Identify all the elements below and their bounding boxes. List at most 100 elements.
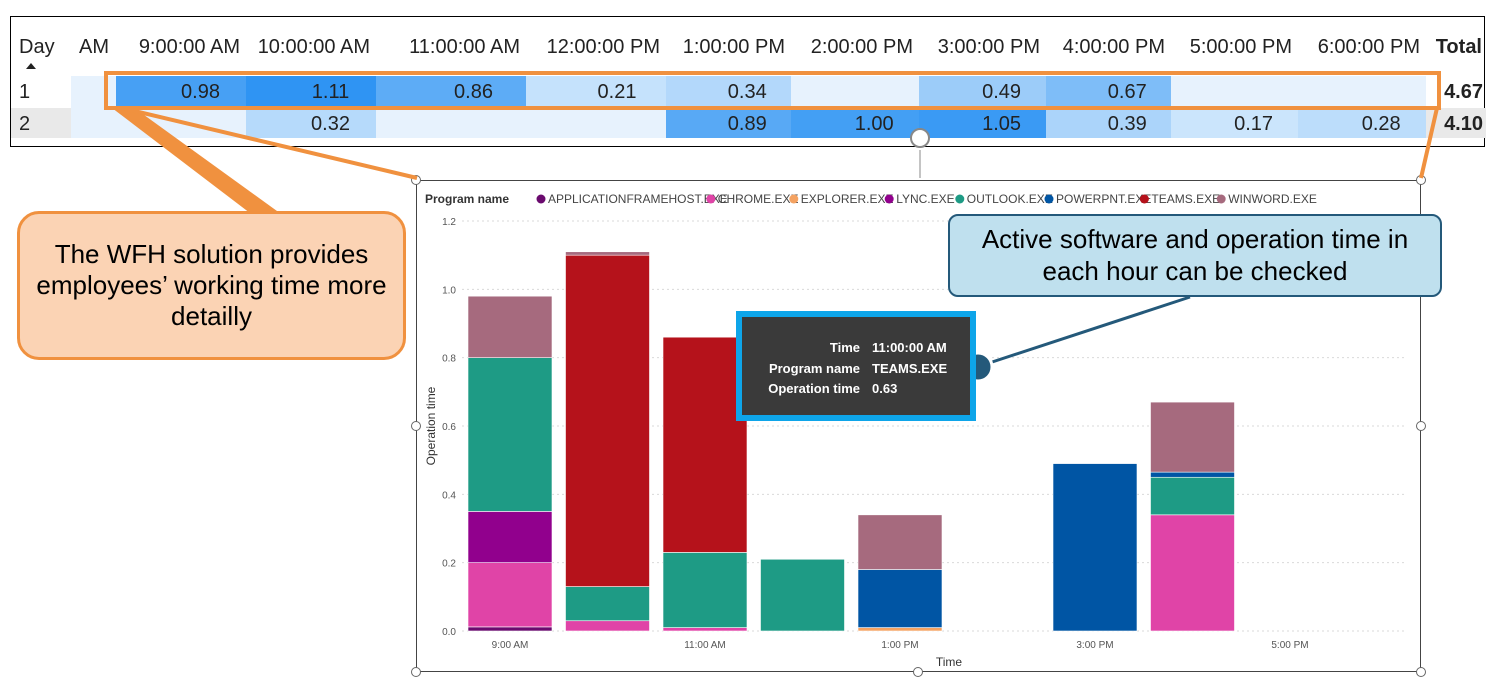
sort-ascending-icon: [26, 63, 36, 69]
y-tick-label: 0.8: [442, 354, 456, 365]
legend-marker: [955, 194, 965, 204]
legend-entry: WINWORD.EXE: [1228, 192, 1317, 206]
matrix-day-cell: 2: [19, 113, 30, 135]
tooltip-value: 0.63: [872, 381, 898, 396]
matrix-table: Day AM 9:00:00 AM 10:00:00 AM 11:00:00 AM 12:…: [10, 16, 1486, 147]
matrix-heat-cell: [526, 76, 666, 106]
bar-segment: [565, 251, 650, 256]
y-tick-label: 0.6: [442, 422, 456, 433]
y-tick-label: 1.2: [442, 217, 456, 228]
matrix-day-cell: 1: [19, 81, 30, 103]
y-axis-title: Operation time: [424, 386, 438, 465]
legend-marker: [706, 194, 716, 204]
x-tick-label: 11:00 AM: [684, 640, 726, 651]
matrix-heat-cell: [919, 108, 1046, 138]
matrix-value-cell: 0.17: [1234, 113, 1273, 135]
bar-segment: [857, 569, 943, 628]
matrix-value-cell: 0.21: [598, 81, 637, 103]
matrix-day-cell-bg: [11, 108, 71, 138]
matrix-am-column-bg: [71, 76, 116, 138]
matrix-value-cell: 0.34: [728, 81, 767, 103]
legend-entry: LYNC.EXE: [896, 192, 954, 206]
legend-marker: [884, 194, 894, 204]
bar-segment: [467, 295, 553, 358]
legend-entry: APPLICATIONFRAMEHOST.EXE: [548, 192, 728, 206]
matrix-heat-cell: [1046, 108, 1171, 138]
tooltip-row-time: Time 11:00:00 AM: [742, 340, 970, 360]
x-tick-label: 9:00 AM: [492, 640, 529, 651]
bar-segment: [857, 627, 943, 632]
resize-handle-bottom-left[interactable]: [411, 667, 421, 677]
resize-handle-middle-left[interactable]: [411, 421, 421, 431]
tooltip-key: Time: [829, 340, 860, 355]
matrix-value-cell: 0.49: [982, 81, 1021, 103]
matrix-value-cell: 0.32: [311, 113, 350, 135]
chart-tooltip: Time 11:00:00 AM Program name TEAMS.EXE …: [736, 311, 976, 421]
bar-segment: [565, 586, 650, 622]
matrix-value-cell: 1.00: [855, 113, 894, 135]
tooltip-value: TEAMS.EXE: [872, 361, 948, 376]
resize-handle-bottom-right[interactable]: [1416, 667, 1426, 677]
bar-segment: [1150, 401, 1235, 473]
legend-marker: [1216, 194, 1226, 204]
bar-segment: [1052, 463, 1138, 632]
y-tick-label: 0.4: [442, 490, 456, 501]
legend-entry: TEAMS.EXE: [1151, 192, 1220, 206]
legend-entry: CHROME.EXE: [718, 192, 799, 206]
x-tick-label: 1:00 PM: [881, 640, 918, 651]
resize-handle-bottom-middle[interactable]: [913, 667, 923, 677]
callout-active-software-text: Active software and operation time in ea…: [981, 224, 1409, 286]
matrix-heat-cell: [791, 108, 919, 138]
matrix-header-cell: 1:00:00 PM: [683, 36, 785, 58]
bar-segment: [1150, 514, 1235, 632]
matrix-grid: Day AM 9:00:00 AM 10:00:00 AM 11:00:00 AM 12:…: [11, 36, 1486, 138]
resize-handle-top-left[interactable]: [411, 175, 421, 185]
bar-segment: [1150, 476, 1235, 516]
x-tick-label: 3:00 PM: [1076, 640, 1113, 651]
bar-segment: [565, 254, 650, 587]
resize-handle-middle-right[interactable]: [1416, 421, 1426, 431]
matrix-heat-cell: [1298, 108, 1426, 138]
x-axis-title: Time: [936, 655, 963, 669]
matrix-header-cell: 6:00:00 PM: [1318, 36, 1420, 58]
legend-entry: OUTLOOK.EXE: [967, 192, 1053, 206]
matrix-header-cell: 9:00:00 AM: [139, 36, 240, 58]
y-tick-label: 0.0: [442, 627, 456, 638]
matrix-header-cell: 12:00:00 PM: [547, 36, 660, 58]
bar-segment: [760, 558, 845, 632]
tooltip-row-program: Program name TEAMS.EXE: [742, 361, 970, 381]
matrix-header-cell: Day: [19, 36, 55, 58]
legend-entry: POWERPNT.EXE: [1056, 192, 1151, 206]
matrix-value-cell: 0.86: [454, 81, 493, 103]
matrix-header-cell: AM: [79, 36, 109, 58]
legend-marker: [1044, 194, 1054, 204]
legend-entry: EXPLORER.EXE: [801, 192, 894, 206]
matrix-value-cell: 1.11: [312, 81, 349, 103]
matrix-total-cell: 4.10: [1444, 113, 1483, 135]
tooltip-row-operation-time: Operation time 0.63: [742, 381, 970, 401]
callout-active-software: Active software and operation time in ea…: [948, 214, 1442, 297]
legend-marker: [536, 194, 546, 204]
matrix-header-cell: 3:00:00 PM: [938, 36, 1040, 58]
matrix-value-cell: 0.89: [728, 113, 767, 135]
stacked-bar-chart[interactable]: Program name APPLICATIONFRAMEHOST.EXE CHRO…: [416, 180, 1421, 672]
matrix-value-cell: 0.28: [1362, 113, 1401, 135]
x-tick-label: 5:00 PM: [1271, 640, 1308, 651]
bar-segment: [1150, 471, 1235, 478]
bar-segment: [565, 620, 650, 632]
callout-working-time-text: The WFH solution provides employees’ wor…: [36, 238, 387, 332]
chart-canvas: Program name APPLICATIONFRAMEHOST.EXECHRO…: [424, 192, 1407, 669]
matrix-header-cell: 5:00:00 PM: [1190, 36, 1292, 58]
tooltip-key: Program name: [768, 361, 860, 376]
legend-marker: [789, 194, 799, 204]
bar-segment: [857, 514, 943, 570]
tooltip-key: Operation time: [768, 381, 860, 396]
y-tick-label: 0.2: [442, 559, 456, 570]
matrix-value-cell: 0.39: [1108, 113, 1147, 135]
legend-title: Program name: [425, 192, 509, 206]
bar-segment: [467, 511, 553, 563]
legend-marker: [1139, 194, 1149, 204]
resize-handle-top-right[interactable]: [1416, 175, 1426, 185]
callout-working-time: The WFH solution provides employees’ wor…: [17, 211, 406, 360]
matrix-value-cell: 1.05: [982, 113, 1021, 135]
